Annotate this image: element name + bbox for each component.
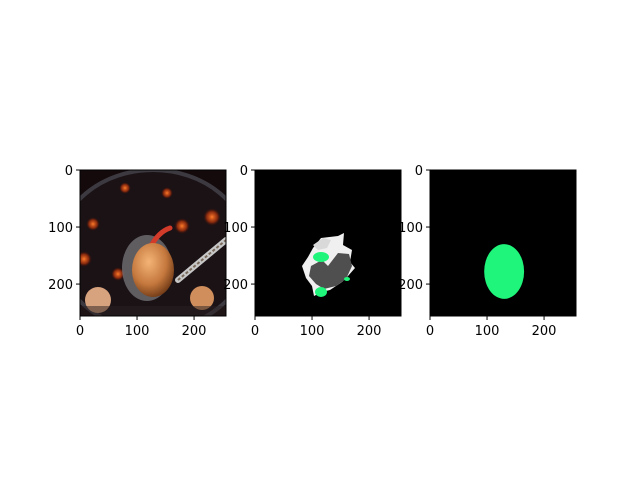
x-tick-label: 200 [182, 324, 207, 339]
x-tick-label: 200 [357, 324, 382, 339]
y-tick-label: 0 [415, 164, 423, 179]
x-tick-label: 100 [125, 324, 150, 339]
x-tick-label: 200 [532, 324, 557, 339]
axis-ticks: 0 100 200 0 100 200 0 100 200 0 100 200 0 100 200 0 100 2… [48, 164, 556, 339]
x-tick-label: 0 [251, 324, 259, 339]
photo-panel [79, 169, 227, 317]
mask-ellipse [484, 244, 525, 299]
y-tick-label: 100 [398, 221, 423, 236]
y-tick-label: 0 [65, 164, 73, 179]
y-tick-label: 200 [48, 278, 73, 293]
y-tick-label: 200 [398, 278, 423, 293]
x-tick-label: 100 [300, 324, 325, 339]
y-tick-label: 100 [48, 221, 73, 236]
mask-panel [429, 169, 577, 317]
x-tick-label: 0 [426, 324, 434, 339]
x-tick-label: 100 [475, 324, 500, 339]
y-tick-label: 200 [223, 278, 248, 293]
segmentation-panel [254, 169, 402, 317]
y-tick-label: 100 [223, 221, 248, 236]
y-tick-label: 0 [240, 164, 248, 179]
x-tick-label: 0 [76, 324, 84, 339]
